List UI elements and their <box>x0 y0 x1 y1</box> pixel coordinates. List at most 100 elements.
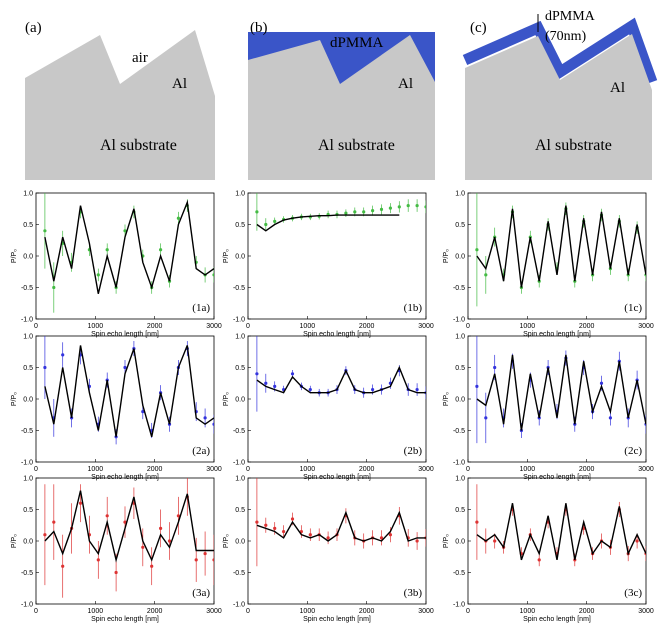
panel-label: (b) <box>250 20 268 36</box>
data-point <box>326 536 330 540</box>
data-point <box>61 564 65 568</box>
plot-area <box>43 193 214 313</box>
data-point <box>475 520 479 524</box>
data-point <box>484 416 488 420</box>
fit-line <box>256 510 426 542</box>
x-tick-label: 3000 <box>638 323 654 330</box>
data-point <box>52 285 56 290</box>
fit-line <box>476 503 646 561</box>
y-tick-label: 0.0 <box>23 539 33 546</box>
data-point <box>52 520 56 524</box>
fit-line <box>44 490 214 563</box>
y-axis-label: P/P₀ <box>443 249 450 263</box>
x-axis-label: Spin echo length [nm] <box>523 331 591 338</box>
y-tick-label: 0.5 <box>235 507 245 514</box>
y-tick-label: 0.5 <box>455 365 465 372</box>
x-tick-label: 1000 <box>300 608 316 615</box>
y-tick-label: 1.0 <box>455 191 465 198</box>
data-point <box>493 539 497 543</box>
x-tick-label: 0 <box>246 466 250 473</box>
x-tick-label: 0 <box>34 466 38 473</box>
x-axis-label: Spin echo length [nm] <box>303 331 371 338</box>
plot-area <box>475 193 646 307</box>
x-tick-label: 3000 <box>206 466 222 473</box>
schematic-a: (a) air Al Al substrate <box>25 20 215 180</box>
data-point <box>397 205 401 209</box>
plot-area <box>255 478 426 567</box>
plot-area <box>475 336 646 444</box>
y-tick-label: 0.0 <box>23 397 33 404</box>
y-tick-label: 0.0 <box>455 397 465 404</box>
x-axis-label: Spin echo length [nm] <box>91 474 159 481</box>
x-tick-label: 1000 <box>520 466 536 473</box>
x-axis-label: Spin echo length [nm] <box>523 474 591 481</box>
x-tick-label: 1000 <box>88 608 104 615</box>
y-tick-label: 0.5 <box>23 507 33 514</box>
y-tick-label: 0.5 <box>235 365 245 372</box>
fit-line <box>44 345 214 437</box>
data-point <box>406 204 410 208</box>
data-point <box>388 206 392 210</box>
data-point <box>344 211 348 215</box>
x-tick-label: 1000 <box>300 323 316 330</box>
y-tick-label: -0.5 <box>21 285 33 292</box>
data-point <box>264 222 268 227</box>
data-point <box>159 248 163 252</box>
y-tick-label: -1.0 <box>233 460 245 467</box>
region-label: dPMMA <box>545 9 596 24</box>
x-tick-label: 3000 <box>418 323 434 330</box>
x-tick-label: 1000 <box>520 608 536 615</box>
data-point <box>96 273 100 277</box>
x-tick-label: 2000 <box>359 466 375 473</box>
data-point <box>353 210 357 214</box>
plot-area <box>43 478 214 598</box>
y-tick-label: -0.5 <box>453 428 465 435</box>
panel-annotation: (1c) <box>624 302 642 314</box>
y-tick-label: 1.0 <box>235 191 245 198</box>
data-point <box>415 539 419 543</box>
y-tick-label: 0.0 <box>235 254 245 261</box>
y-tick-label: 0.5 <box>455 222 465 229</box>
region-label: Al <box>610 80 625 96</box>
y-tick-label: 0.0 <box>455 539 465 546</box>
plot-frame <box>467 192 647 320</box>
panel-label: (a) <box>25 20 42 36</box>
data-point <box>212 273 214 277</box>
y-axis-label: P/P₀ <box>223 249 230 263</box>
data-point <box>273 219 277 223</box>
region-label: Al substrate <box>318 137 395 154</box>
data-point <box>290 372 295 376</box>
data-point <box>43 365 47 370</box>
data-point <box>167 539 172 543</box>
region-label: Al substrate <box>100 137 177 154</box>
region-label: dPMMA <box>330 35 384 51</box>
y-tick-label: -0.5 <box>453 570 465 577</box>
data-point <box>150 564 154 568</box>
plot-area <box>255 336 426 412</box>
data-point <box>379 536 384 540</box>
data-point <box>308 387 312 392</box>
y-tick-label: -0.5 <box>233 570 245 577</box>
data-point <box>290 517 295 521</box>
x-tick-label: 2000 <box>147 466 163 473</box>
fit-line <box>44 199 214 294</box>
data-point <box>415 204 419 208</box>
data-point <box>493 365 497 370</box>
x-axis-label: Spin echo length [nm] <box>303 474 371 481</box>
y-tick-label: 1.0 <box>455 476 465 483</box>
y-tick-label: 1.0 <box>23 191 33 198</box>
fit-line <box>476 354 646 431</box>
data-point <box>424 205 426 209</box>
x-tick-label: 2000 <box>359 608 375 615</box>
fit-line <box>256 365 426 394</box>
data-point <box>194 558 198 562</box>
al-shape <box>465 34 652 180</box>
y-axis-label: P/P₀ <box>11 249 18 263</box>
x-tick-label: 2000 <box>147 323 163 330</box>
data-point <box>123 229 127 233</box>
x-axis-label: Spin echo length [nm] <box>523 616 591 623</box>
x-tick-label: 3000 <box>418 466 434 473</box>
